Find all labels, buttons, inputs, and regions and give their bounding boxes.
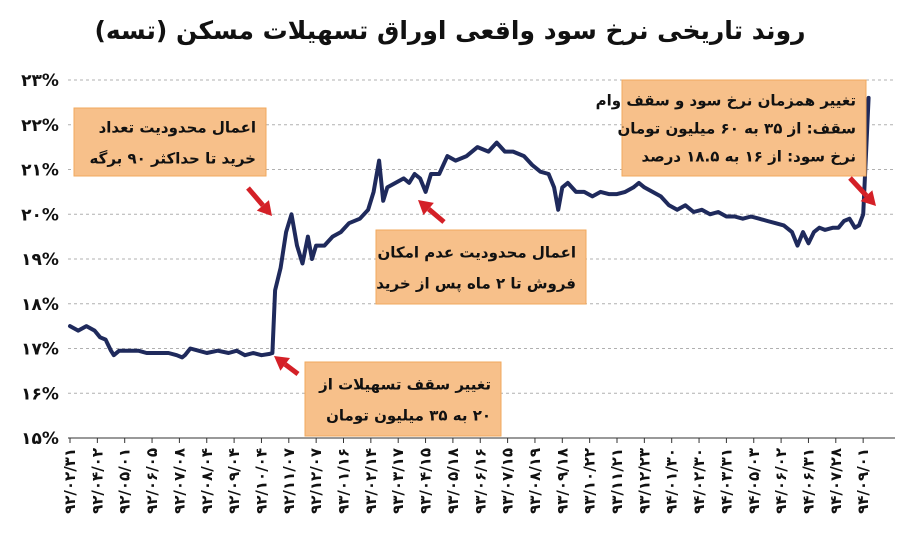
x-tick-label: ۹۳/۰۶/۱۶ [471, 448, 489, 514]
x-axis: ۹۲/۰۲/۳۱ ۹۲/۰۴/۰۲ ۹۲/۰۵/۰۱ ۹۲/۰۶/۰۵ ۹۲/۰۷/۰۸… [61, 437, 895, 514]
y-tick-label: ۱۷% [21, 340, 59, 360]
y-axis: ۱۵% ۱۶% ۱۷% ۱۸% ۱۹% ۲۰% ۲۱% ۲۲% ۲۳% [21, 71, 59, 449]
y-tick-label: ۱۶% [21, 384, 59, 404]
x-tick-label: ۹۴/۰۷/۲۸ [827, 448, 845, 514]
annotation-text: سقف: از ۳۵ به ۶۰ میلیون تومان [617, 120, 856, 138]
annotation-arrow [246, 186, 265, 207]
annotation-text: اعمال محدودیت عدم امکان [377, 244, 576, 262]
y-tick-label: ۱۵% [21, 429, 59, 449]
x-tick-label: ۹۲/۰۶/۰۵ [143, 448, 161, 514]
series-line [68, 95, 871, 360]
x-tick-label: ۹۲/۱۰/۰۴ [252, 448, 270, 514]
annotation-text: نرخ سود: از ۱۶ به ۱۸.۵ درصد [642, 148, 856, 166]
x-tick-label: ۹۲/۰۵/۰۱ [116, 448, 134, 514]
annotation-text: ۲۰ به ۳۵ میلیون تومان [326, 407, 491, 425]
x-tick-label: ۹۳/۰۲/۱۴ [362, 448, 380, 514]
annotation-box [621, 79, 867, 177]
y-tick-label: ۲۰% [21, 205, 59, 225]
x-tick-label: ۹۳/۱۱/۲۱ [608, 448, 626, 514]
x-tick-label: ۹۴/۰۲/۳۰ [690, 448, 708, 514]
y-tick-label: ۲۲% [21, 116, 59, 136]
annotation: اعمال محدودیت تعداد خرید تا حداکثر ۹۰ برگ… [73, 107, 272, 216]
annotation-arrowhead [256, 200, 272, 216]
x-tick-label: ۹۳/۰۳/۱۷ [389, 448, 407, 514]
y-tick-label: ۲۳% [21, 71, 59, 91]
annotation-box [304, 361, 502, 437]
annotation-arrowhead [860, 190, 876, 206]
annotation: تغییر سقف تسهیلات از ۲۰ به ۳۵ میلیون توما… [274, 356, 502, 437]
x-tick-label: ۹۴/۰۱/۳۰ [663, 448, 681, 514]
annotation-arrowhead [274, 356, 290, 371]
annotation-box [375, 229, 587, 305]
annotation-text: خرید تا حداکثر ۹۰ برگه [90, 150, 257, 168]
annotation-box [73, 107, 267, 177]
x-tick-label: ۹۴/۰۶/۳۱ [799, 448, 817, 514]
x-tick-label: ۹۲/۱۱/۰۷ [280, 448, 298, 514]
x-tick-label: ۹۴/۰۵/۰۳ [745, 448, 763, 514]
x-tick-label: ۹۳/۱۰/۲۲ [581, 448, 599, 514]
annotation: اعمال محدودیت عدم امکان فروش تا ۲ ماه پس … [375, 200, 587, 305]
x-tick-label: ۹۲/۰۷/۰۸ [170, 448, 188, 514]
x-tick-label: ۹۳/۰۸/۱۹ [526, 448, 544, 514]
x-tick-label: ۹۳/۱۲/۲۳ [635, 448, 653, 514]
y-tick-label: ۲۱% [21, 161, 59, 181]
annotation-text: تغییر سقف تسهیلات از [318, 376, 491, 394]
y-tick-label: ۱۸% [21, 295, 59, 315]
annotation-text: تغییر همزمان نرخ سود و سقف وام [596, 92, 856, 110]
annotation-layer: اعمال محدودیت تعداد خرید تا حداکثر ۹۰ برگ… [73, 79, 876, 437]
x-tick-label: ۹۴/۰۹/۰۱ [854, 448, 872, 514]
annotation-arrow [848, 176, 869, 198]
x-tick-label: ۹۳/۰۱/۱۶ [335, 448, 353, 514]
y-tick-label: ۱۹% [21, 250, 59, 270]
annotation-arrowhead [418, 200, 434, 216]
x-tick-label: ۹۳/۰۷/۱۵ [499, 448, 517, 514]
x-tick-label: ۹۴/۰۶/۰۲ [772, 448, 790, 514]
x-tick-label: ۹۲/۰۲/۳۱ [61, 448, 79, 514]
x-tick-label: ۹۳/۰۹/۱۸ [553, 448, 571, 514]
x-tick-label: ۹۳/۰۵/۱۸ [444, 448, 462, 514]
annotation-text: فروش تا ۲ ماه پس از خرید [376, 275, 576, 294]
x-tick-label: ۹۳/۰۴/۱۵ [417, 448, 435, 514]
annotation-arrow [283, 362, 300, 376]
annotation-arrow [427, 207, 446, 224]
chart-title: روند تاریخی نرخ سود واقعی اوراق تسهیلات … [94, 16, 805, 46]
annotation-text: اعمال محدودیت تعداد [99, 119, 256, 137]
x-tick-label: ۹۲/۱۲/۰۷ [307, 448, 325, 514]
annotation: تغییر همزمان نرخ سود و سقف وام سقف: از ۳۵… [596, 79, 876, 206]
x-tick-label: ۹۲/۰۸/۰۴ [198, 448, 216, 514]
x-tick-label: ۹۲/۰۴/۰۲ [88, 448, 106, 514]
series-layer [68, 95, 871, 360]
x-tick-label: ۹۴/۰۳/۳۱ [717, 448, 735, 514]
x-tick-label: ۹۲/۰۹/۰۴ [225, 448, 243, 514]
